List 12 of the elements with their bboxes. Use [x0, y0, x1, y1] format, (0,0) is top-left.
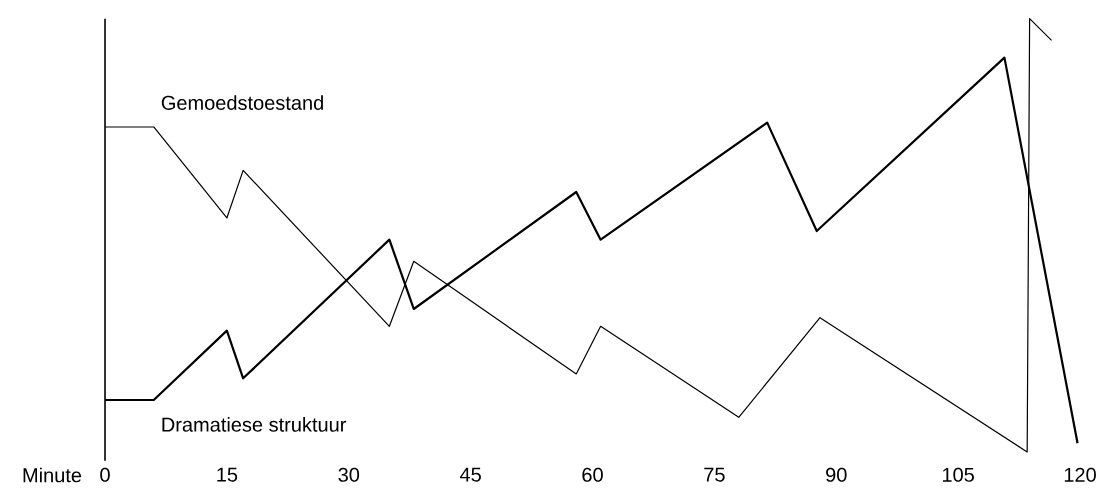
x-tick-label: 75	[704, 467, 725, 482]
x-tick-label: 90	[826, 467, 847, 482]
x-tick-label: 15	[217, 467, 238, 482]
x-tick-label: 30	[338, 467, 360, 482]
x-tick-label: 105	[942, 467, 974, 482]
x-tick-label: 45	[459, 467, 481, 482]
x-tick-label: 60	[582, 467, 603, 482]
x-axis-title: Minute	[23, 467, 82, 483]
x-tick-label: 0	[100, 467, 110, 482]
x-tick-label: 120	[1064, 467, 1096, 482]
series-label: Gemoedstoestand	[161, 95, 323, 110]
series-label: Dramatiese struktuur	[162, 417, 347, 432]
